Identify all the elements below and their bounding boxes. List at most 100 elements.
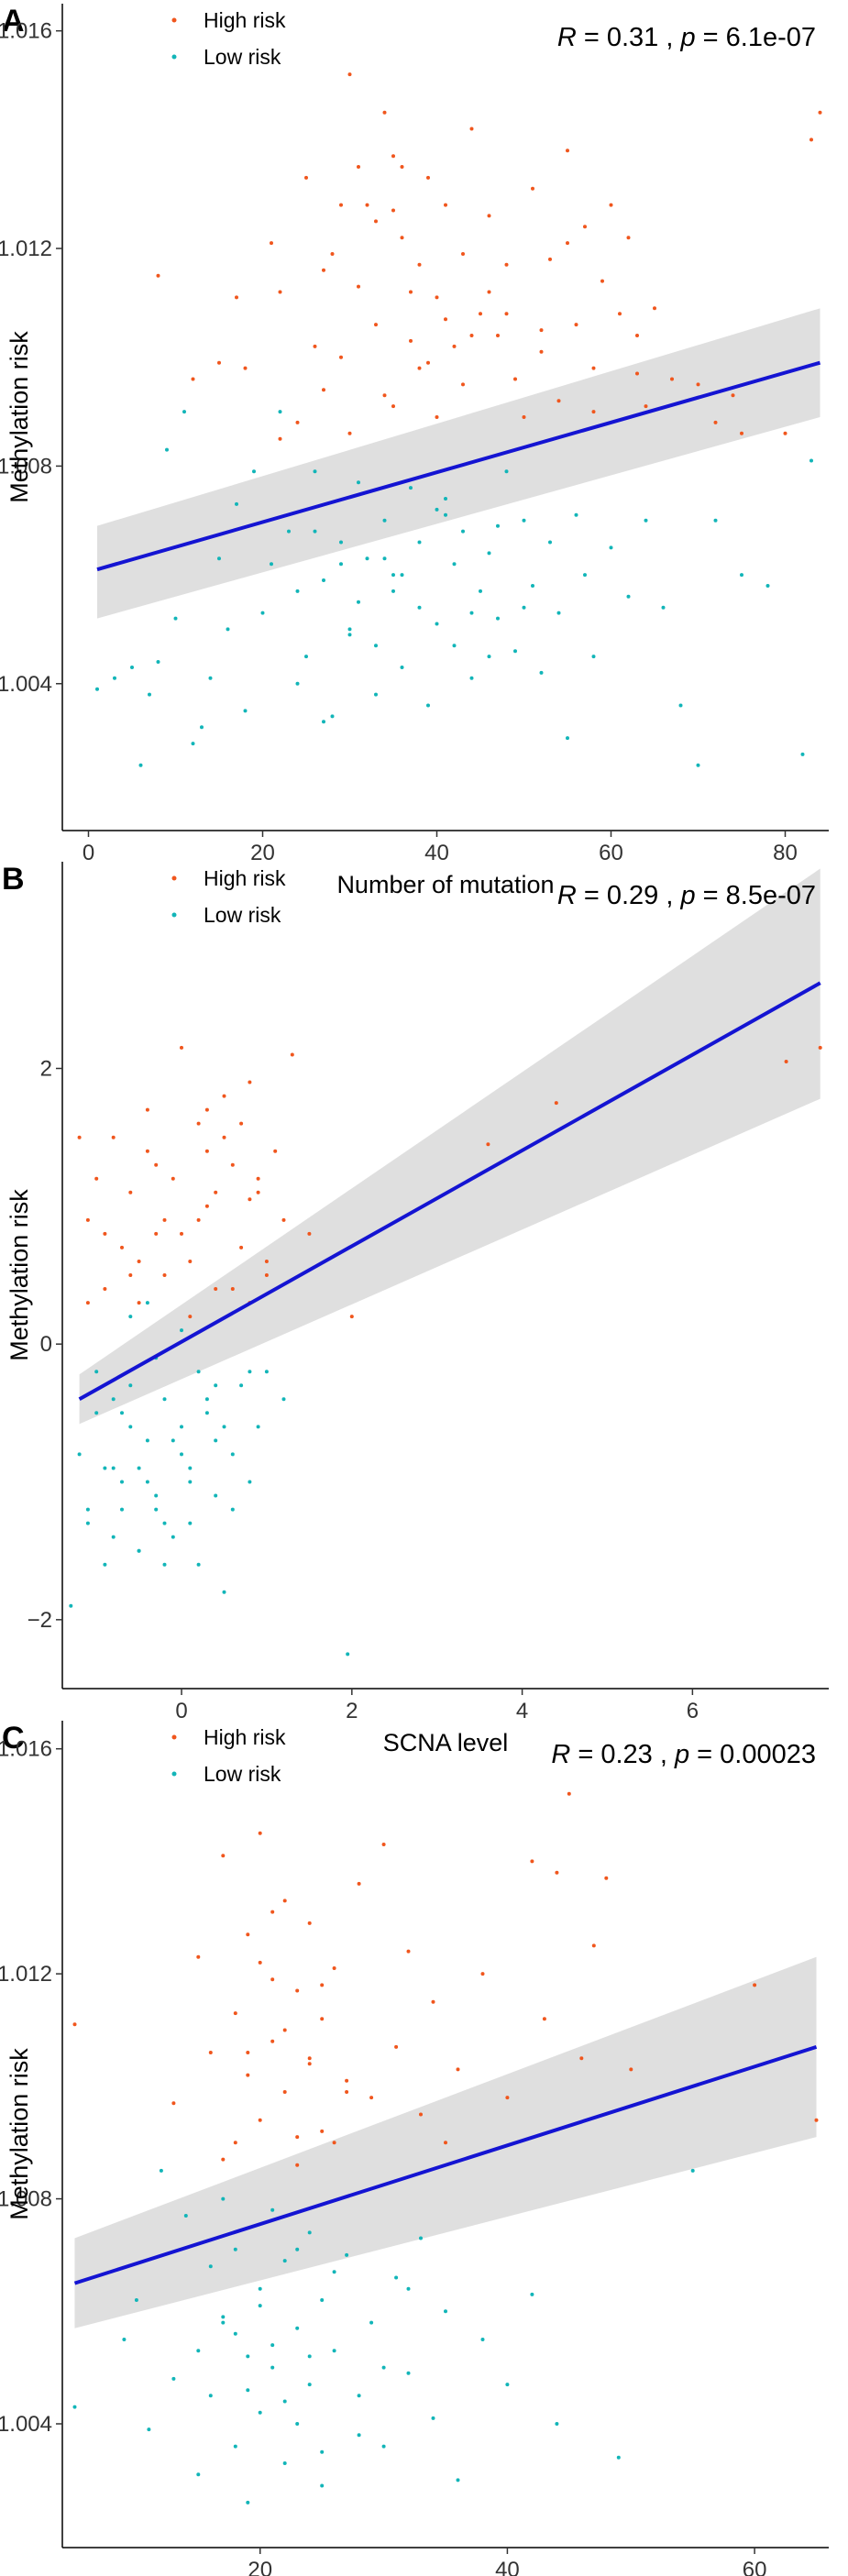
high-risk-point <box>731 393 735 398</box>
low-risk-point <box>252 469 256 474</box>
high-risk-point <box>270 1977 275 1982</box>
high-risk-point <box>600 279 604 283</box>
low-risk-point <box>456 2478 460 2482</box>
low-risk-point <box>369 2320 374 2325</box>
low-risk-point <box>479 589 482 593</box>
high-risk-point <box>487 290 491 294</box>
low-risk-point <box>111 1535 116 1539</box>
confidence-band <box>79 868 820 1425</box>
low-risk-point <box>222 1590 226 1594</box>
high-risk-point <box>479 312 482 316</box>
low-risk-point <box>208 2394 213 2398</box>
high-risk-point <box>461 252 465 256</box>
low-risk-point <box>264 1370 269 1374</box>
high-risk-point <box>435 415 439 419</box>
low-risk-point <box>282 2259 287 2263</box>
stat-part: p <box>679 881 695 910</box>
high-risk-point <box>256 1190 260 1194</box>
high-risk-point <box>426 360 430 365</box>
low-risk-point <box>530 2292 534 2296</box>
low-risk-point <box>233 2247 237 2251</box>
low-risk-point <box>322 720 325 724</box>
high-risk-point <box>530 1859 534 1864</box>
y-tick-label: 1.012 <box>0 237 52 261</box>
low-risk-point <box>626 594 631 599</box>
high-risk-point <box>653 306 656 311</box>
panel-b-letter: B <box>2 862 25 897</box>
high-risk-point <box>444 203 447 207</box>
low-risk-point <box>222 1425 226 1429</box>
high-risk-point <box>320 1983 325 1987</box>
high-risk-point <box>239 1121 244 1126</box>
low-risk-point <box>295 2247 300 2251</box>
x-axis-title: SCNA level <box>383 1729 509 1756</box>
low-risk-point <box>417 605 422 610</box>
low-risk-point <box>391 589 395 593</box>
low-risk-point <box>556 611 561 615</box>
low-risk-point <box>347 627 352 632</box>
low-risk-point <box>162 1562 167 1567</box>
low-risk-point <box>111 1397 116 1402</box>
y-axis-title: Methylation risk <box>6 331 33 503</box>
low-risk-point <box>616 2455 621 2460</box>
y-tick-label: 1.016 <box>0 19 52 44</box>
low-risk-point <box>147 2427 151 2432</box>
legend-low-risk-marker <box>171 912 177 918</box>
high-risk-point <box>264 1273 269 1277</box>
low-risk-point <box>740 573 743 578</box>
high-risk-point <box>258 1831 262 1835</box>
low-risk-point <box>230 1507 235 1512</box>
stat-part: p <box>674 1740 689 1769</box>
low-risk-point <box>522 605 526 610</box>
stat-part: = 0.00023 <box>689 1740 816 1769</box>
low-risk-point <box>221 2196 226 2201</box>
high-risk-point <box>156 273 160 278</box>
low-risk-point <box>180 1328 183 1333</box>
low-risk-point <box>246 2500 250 2504</box>
low-risk-point <box>154 1493 159 1498</box>
low-risk-point <box>258 2286 262 2291</box>
low-risk-point <box>128 1425 133 1429</box>
high-risk-point <box>191 377 195 381</box>
high-risk-point <box>542 2017 546 2021</box>
high-risk-point <box>618 312 622 316</box>
high-risk-point <box>217 360 221 365</box>
high-risk-point <box>591 410 596 414</box>
y-tick-label: 1.008 <box>0 2187 52 2212</box>
low-risk-point <box>191 742 195 746</box>
low-risk-point <box>85 1507 90 1512</box>
high-risk-point <box>417 262 422 267</box>
low-risk-point <box>583 573 587 578</box>
high-risk-point <box>256 1176 260 1181</box>
legend-high-risk-marker <box>171 17 177 23</box>
low-risk-point <box>295 681 300 686</box>
low-risk-point <box>574 512 578 517</box>
low-risk-point <box>230 1452 235 1457</box>
high-risk-point <box>505 2096 510 2100</box>
low-risk-point <box>382 518 387 523</box>
high-risk-point <box>604 1876 609 1880</box>
high-risk-point <box>629 2067 633 2072</box>
high-risk-point <box>171 2101 176 2106</box>
low-risk-point <box>452 644 457 648</box>
low-risk-point <box>162 1397 167 1402</box>
low-risk-point <box>382 556 387 561</box>
low-risk-point <box>137 1548 141 1553</box>
high-risk-point <box>214 1287 218 1291</box>
low-risk-point <box>204 1397 209 1402</box>
high-risk-point <box>740 431 743 435</box>
stat-part: R <box>557 881 577 910</box>
high-risk-point <box>365 203 369 207</box>
low-risk-point <box>809 458 813 463</box>
high-risk-point <box>357 284 360 289</box>
high-risk-point <box>444 317 447 322</box>
y-tick-label: 2 <box>40 1057 52 1082</box>
low-risk-point <box>156 660 160 664</box>
high-risk-point <box>417 366 422 370</box>
high-risk-point <box>814 2118 819 2122</box>
legend-low-risk-label: Low risk <box>204 1762 281 1786</box>
y-tick-label: −2 <box>28 1608 52 1633</box>
high-risk-point <box>290 1052 294 1057</box>
high-risk-point <box>233 2141 237 2145</box>
low-risk-point <box>357 480 360 485</box>
